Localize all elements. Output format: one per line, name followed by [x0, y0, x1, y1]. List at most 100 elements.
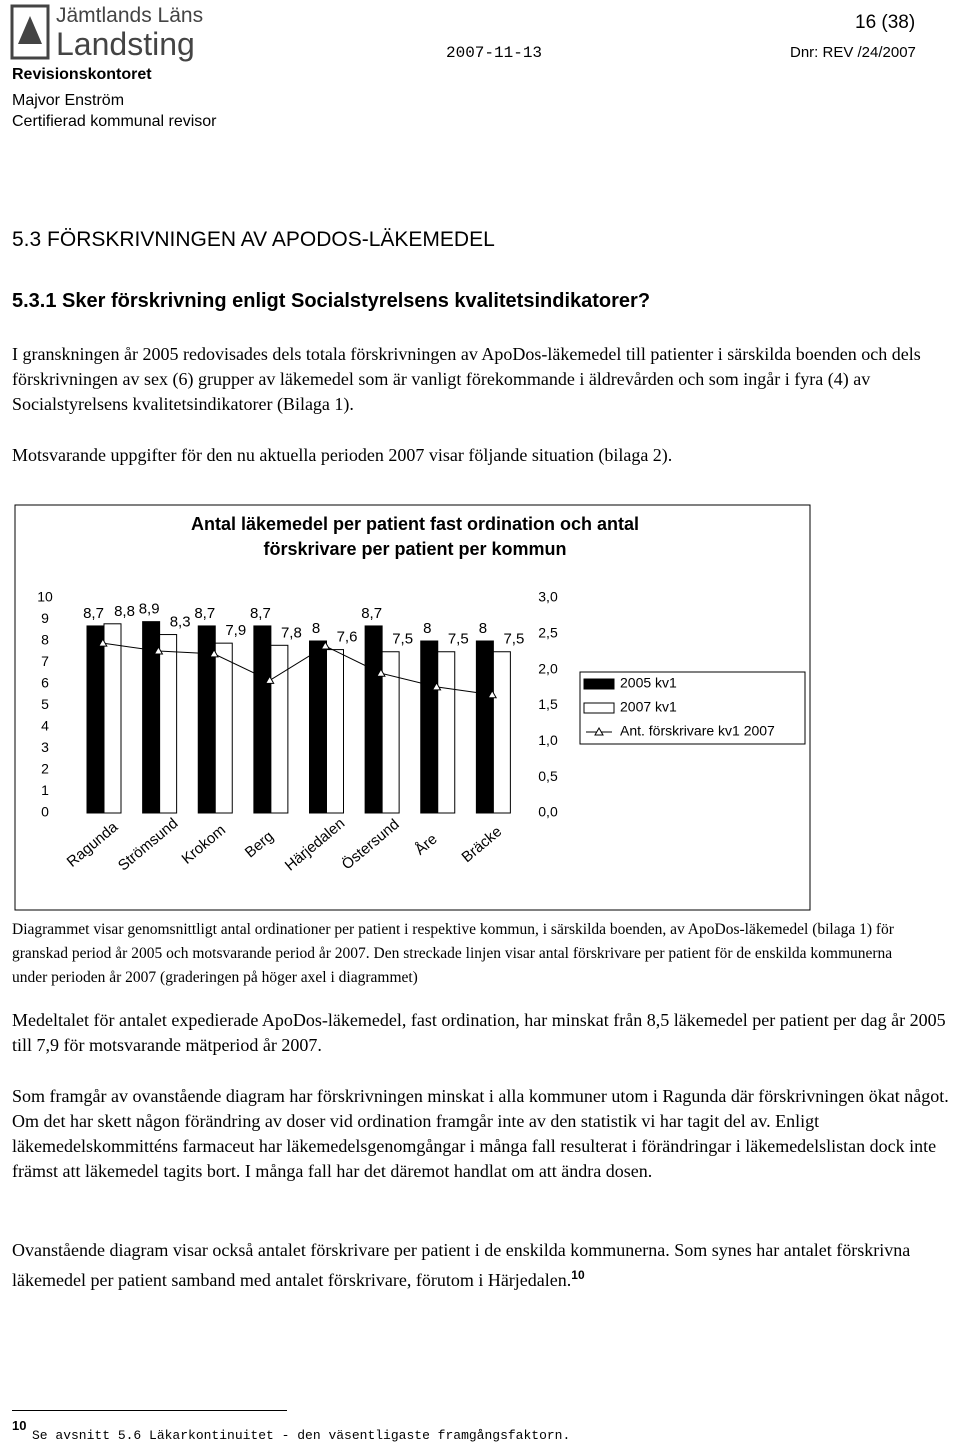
legend-label: 2007 kv1: [620, 699, 677, 715]
y-tick-label: 3: [41, 739, 49, 755]
y-tick-label: 8: [41, 632, 49, 648]
paragraph: Ovanstående diagram visar också antalet …: [12, 1238, 952, 1293]
line-series: [102, 642, 493, 696]
line-marker: [264, 675, 275, 684]
y-tick-label: 0: [41, 804, 49, 820]
dnr: Dnr: REV /24/2007: [790, 44, 916, 61]
value-label: 7,5: [392, 631, 413, 648]
value-label: 8,7: [194, 605, 215, 622]
chart-title: Antal läkemedel per patient fast ordinat…: [191, 514, 639, 559]
page-number: 16 (38): [855, 12, 916, 33]
footnote-ref: 10: [571, 1268, 585, 1282]
bar: [364, 625, 383, 814]
legend-box: [579, 671, 806, 745]
x-tick-label: Krokom: [178, 821, 229, 867]
y-tick-label: 2: [41, 761, 49, 777]
value-label: 7,5: [448, 631, 469, 648]
y2-tick-label: 2,0: [538, 660, 558, 676]
unit: Revisionskontoret: [12, 66, 152, 83]
paragraph: Som framgår av ovanstående diagram har f…: [12, 1086, 949, 1181]
value-label: 7,6: [337, 629, 358, 646]
bar: [475, 640, 494, 814]
y2-tick-label: 1,0: [538, 732, 558, 748]
x-tick-label: Östersund: [338, 815, 403, 873]
value-label: 8,9: [139, 601, 160, 618]
author: Majvor Enström: [12, 92, 125, 109]
x-tick-label: Strömsund: [115, 815, 182, 875]
line-marker: [209, 648, 219, 658]
paragraph: Medeltalet för antalet expedierade ApoDo…: [12, 1010, 946, 1055]
line-marker: [153, 646, 164, 655]
value-label: 7,9: [225, 622, 246, 639]
y-tick-label: 6: [41, 675, 49, 691]
x-tick-label: Bräcke: [458, 823, 505, 866]
x-tick-label: Åre: [412, 831, 441, 859]
value-label: 8,3: [170, 614, 191, 631]
legend-swatch: [583, 702, 615, 714]
y-tick-label: 4: [41, 718, 49, 734]
y-tick-label: 9: [41, 610, 49, 626]
bar: [381, 651, 400, 814]
bar: [437, 651, 456, 814]
y2-tick-label: 0,0: [538, 804, 558, 820]
y2-tick-label: 0,5: [538, 768, 558, 784]
value-label: 7,5: [503, 631, 524, 648]
date: 2007-11-13: [446, 44, 543, 62]
logo-icon: [10, 4, 50, 60]
y-tick-label: 7: [41, 653, 49, 669]
caption: Diagrammet visar genomsnittligt antal or…: [12, 921, 894, 986]
bar: [86, 625, 105, 814]
bar: [103, 623, 122, 814]
value-label: 7,8: [281, 624, 302, 641]
logo-line1: Jämtlands Läns: [56, 4, 204, 27]
y-tick-label: 5: [41, 696, 49, 712]
y-tick-label: 1: [41, 782, 49, 798]
bar: [420, 640, 439, 814]
logo-line2: Landsting: [56, 26, 195, 62]
chart-border: [14, 504, 811, 911]
bar: [214, 642, 233, 814]
value-label: 8,7: [250, 605, 271, 622]
heading: 5.3 FÖRSKRIVNINGEN AV APODOS-LÄKEMEDEL: [12, 228, 495, 251]
subheading: 5.3.1 Sker förskrivning enligt Socialsty…: [12, 290, 651, 312]
paragraph: I granskningen år 2005 redovisades dels …: [12, 344, 921, 414]
bar: [309, 640, 327, 814]
bar: [253, 625, 272, 814]
bar: [159, 634, 178, 814]
x-tick-label: Ragunda: [64, 818, 122, 871]
value-label: 8: [479, 620, 487, 637]
y2-tick-label: 3,0: [538, 589, 558, 605]
bar: [492, 651, 511, 814]
footnote-number: 10: [12, 1418, 27, 1433]
title-line: Antal läkemedel per patient fast ordinat…: [191, 514, 639, 534]
line-marker: [97, 638, 108, 647]
legend-label: Ant. förskrivare kv1 2007: [620, 723, 775, 739]
footnote-rule: [12, 1410, 287, 1411]
y2-tick-label: 1,5: [538, 696, 558, 712]
paragraph: Motsvarande uppgifter för den nu aktuell…: [12, 445, 673, 465]
value-label: 8: [312, 620, 320, 637]
bar: [270, 644, 289, 814]
legend-marker: [594, 726, 604, 736]
line-marker: [320, 641, 331, 650]
x-tick-label: Härjedalen: [282, 815, 349, 875]
line-marker: [487, 689, 498, 699]
value-label: 8,8: [114, 603, 135, 620]
title-line: förskrivare per patient per kommun: [263, 539, 566, 559]
footnote-text: Se avsnitt 5.6 Läkarkontinuitet - den vä…: [32, 1428, 571, 1443]
bar: [326, 649, 344, 814]
y-tick-label: 10: [37, 589, 53, 605]
line-marker: [376, 668, 386, 677]
y2-tick-label: 2,5: [538, 625, 558, 641]
legend-swatch: [583, 678, 615, 690]
author-role: Certifierad kommunal revisor: [12, 113, 217, 130]
value-label: 8,7: [83, 605, 104, 622]
legend-label: 2005 kv1: [620, 675, 677, 691]
value-label: 8: [423, 620, 431, 637]
x-tick-label: Berg: [242, 828, 277, 861]
chart: Antal läkemedel per patient fast ordinat…: [14, 504, 811, 911]
value-label: 8,7: [361, 605, 382, 622]
paragraph-text: Ovanstående diagram visar också antalet …: [12, 1240, 911, 1290]
line-marker: [431, 681, 442, 691]
